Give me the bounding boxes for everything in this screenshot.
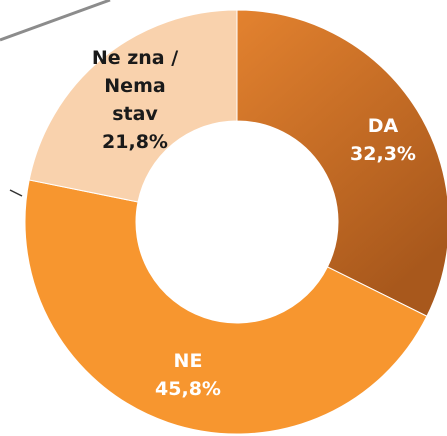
slice-label: NE 45,8% (128, 347, 248, 403)
category-label: Ne zna / Nema stav (91, 47, 179, 125)
category-label: DA (367, 115, 399, 137)
slice-label: DA 32,3% (333, 112, 433, 168)
value-label: 32,3% (350, 143, 416, 165)
category-label: NE (173, 350, 203, 372)
slice-label: Ne zna / Nema stav 21,8% (80, 44, 190, 156)
decor-tick (9, 189, 23, 197)
value-label: 45,8% (155, 378, 221, 400)
donut-slice (28, 9, 238, 203)
donut-slice (236, 9, 447, 317)
value-label: 21,8% (102, 131, 168, 153)
donut-slice (24, 179, 428, 435)
decor-line (0, 0, 111, 42)
